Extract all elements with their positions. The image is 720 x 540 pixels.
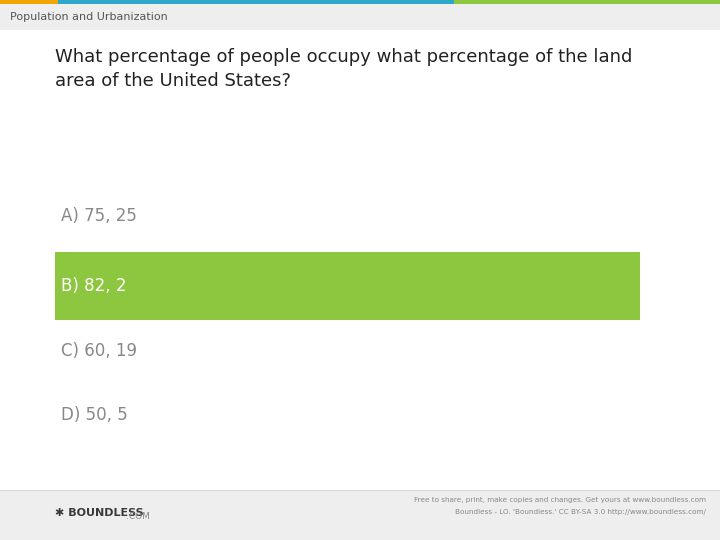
FancyBboxPatch shape — [454, 0, 720, 4]
Text: Population and Urbanization: Population and Urbanization — [10, 12, 168, 22]
Text: A) 75, 25: A) 75, 25 — [61, 207, 137, 225]
FancyBboxPatch shape — [0, 490, 720, 540]
Text: D) 50, 5: D) 50, 5 — [61, 407, 127, 424]
FancyBboxPatch shape — [55, 252, 640, 320]
Text: ✱ BOUNDLESS: ✱ BOUNDLESS — [55, 508, 143, 518]
Text: Boundless - LO. 'Boundless.' CC BY-SA 3.0 http://www.boundless.com/: Boundless - LO. 'Boundless.' CC BY-SA 3.… — [454, 509, 706, 515]
Text: .COM: .COM — [125, 512, 150, 521]
Text: What percentage of people occupy what percentage of the land
area of the United : What percentage of people occupy what pe… — [55, 48, 632, 90]
FancyBboxPatch shape — [0, 30, 720, 490]
Text: B) 82, 2: B) 82, 2 — [61, 277, 127, 295]
FancyBboxPatch shape — [0, 0, 58, 4]
FancyBboxPatch shape — [0, 4, 720, 30]
Text: C) 60, 19: C) 60, 19 — [61, 342, 137, 360]
FancyBboxPatch shape — [58, 0, 454, 4]
Text: Free to share, print, make copies and changes. Get yours at www.boundless.com: Free to share, print, make copies and ch… — [413, 497, 706, 503]
